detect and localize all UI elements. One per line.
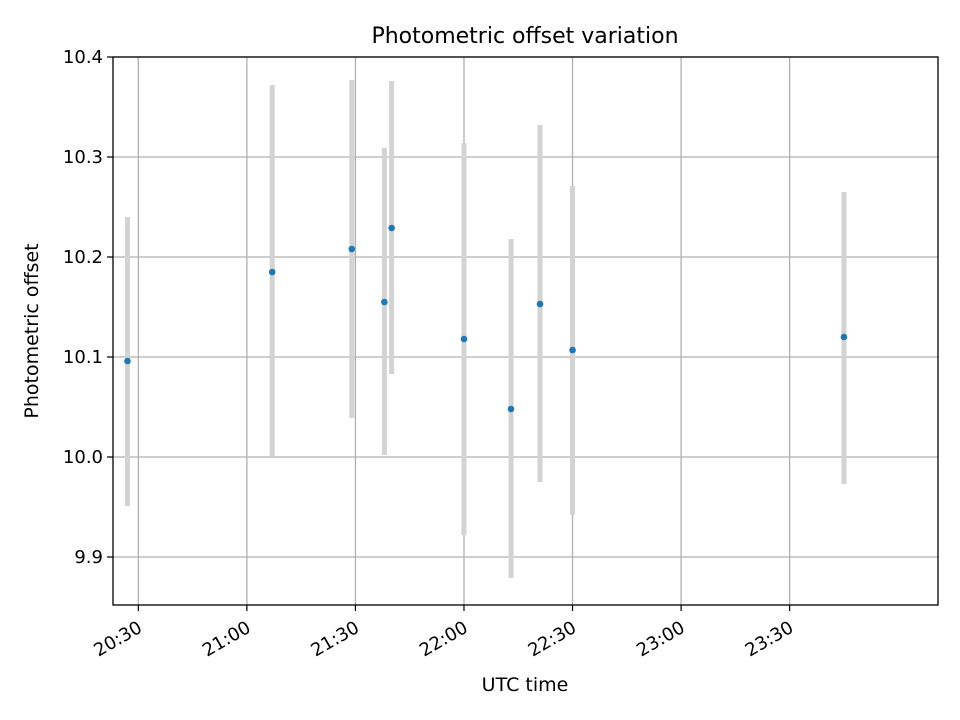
y-axis-title: Photometric offset — [21, 243, 43, 418]
data-point — [348, 245, 356, 253]
x-tick-label: 23:30 — [742, 617, 797, 661]
data-point — [124, 357, 131, 365]
x-tick-label: 22:30 — [525, 617, 580, 661]
y-tick-label: 10.4 — [63, 47, 103, 68]
data-points — [124, 224, 848, 413]
x-tick-label: 23:00 — [633, 617, 688, 661]
data-point — [840, 333, 848, 341]
chart-title: Photometric offset variation — [371, 24, 678, 49]
plot-area-frame — [112, 56, 939, 606]
y-tick-label: 10.0 — [63, 447, 103, 468]
data-point — [507, 405, 515, 413]
x-tick-label: 22:00 — [416, 617, 471, 661]
y-axis-ticks: 9.9 10.0 10.1 10.2 10.3 10.4 — [63, 47, 113, 568]
x-tick-label: 21:00 — [199, 617, 254, 661]
data-point — [381, 298, 388, 306]
x-tick-label: 20:30 — [90, 617, 145, 661]
error-bars — [124, 80, 847, 578]
grid-lines — [113, 56, 938, 605]
data-point — [268, 268, 276, 276]
x-axis-ticks: 20:30 21:00 21:30 22:00 22:30 23:00 23:30 — [90, 605, 797, 661]
data-point — [569, 346, 576, 354]
y-tick-label: 10.2 — [63, 247, 103, 268]
data-point — [388, 224, 395, 232]
y-tick-label: 10.3 — [63, 147, 103, 168]
x-tick-label: 21:30 — [308, 617, 363, 661]
x-axis-title: UTC time — [482, 674, 569, 696]
y-tick-label: 9.9 — [74, 547, 103, 568]
data-point — [460, 335, 468, 343]
data-point — [536, 300, 544, 308]
y-tick-label: 10.1 — [63, 347, 103, 368]
